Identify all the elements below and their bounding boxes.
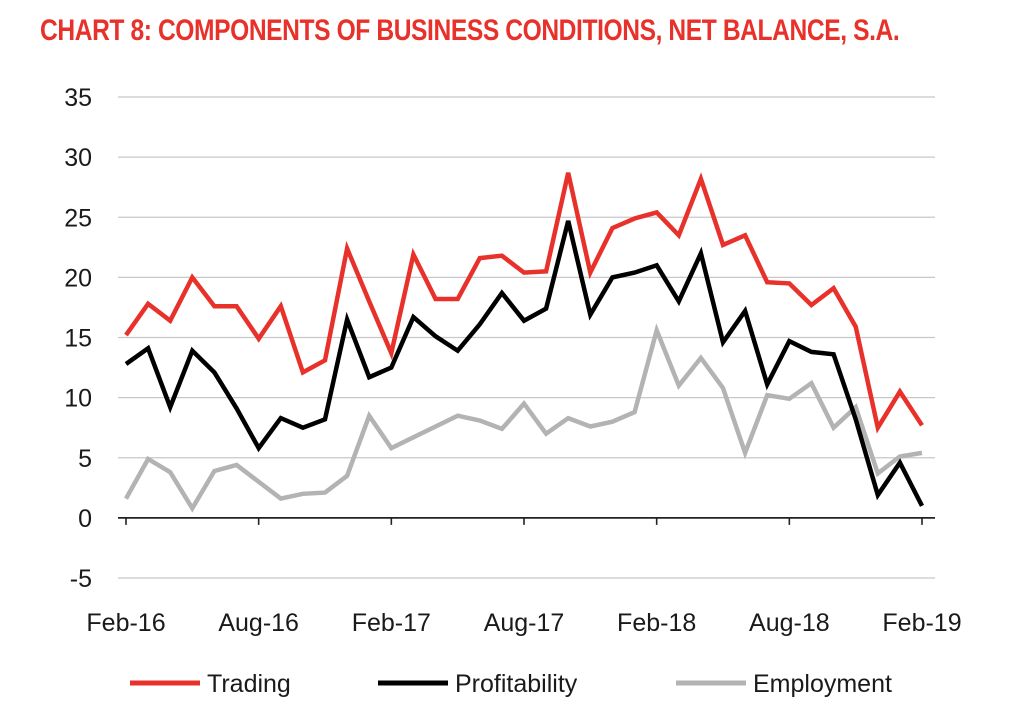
legend: Trading Profitability Employment (130, 670, 892, 698)
series-line-profitability (124, 220, 925, 507)
series-line-employment (124, 323, 923, 513)
x-tick-label: Feb-19 (882, 609, 961, 637)
series-lines (124, 172, 925, 513)
x-tick-labels: Feb-16 Aug-16 Feb-17 Aug-17 Feb-18 Aug-18 Feb-… (86, 609, 961, 637)
chart-title: CHART 8: COMPONENTS OF BUSINESS CONDITIO… (40, 14, 900, 47)
x-tick-label: Aug-18 (749, 609, 830, 637)
legend-label: Employment (753, 670, 892, 698)
y-tick-label: 30 (64, 144, 92, 172)
legend-item-trading: Trading (130, 670, 291, 698)
y-tick-label: -5 (70, 565, 92, 593)
y-tick-label: 10 (64, 385, 92, 413)
y-tick-label: 5 (78, 445, 92, 473)
x-tick-label: Feb-18 (617, 609, 696, 637)
x-tick-label: Aug-17 (484, 609, 565, 637)
y-tick-label: 20 (64, 264, 92, 292)
x-tick-label: Aug-16 (218, 609, 299, 637)
x-axis (118, 516, 935, 525)
legend-item-profitability: Profitability (378, 670, 578, 698)
legend-item-employment: Employment (676, 670, 892, 698)
x-tick-label: Feb-17 (352, 609, 431, 637)
y-tick-label: 35 (64, 84, 92, 112)
series-line-trading (124, 172, 924, 434)
y-tick-label: 0 (78, 505, 92, 533)
y-tick-label: 25 (64, 204, 92, 232)
grid-lines (118, 96, 935, 579)
x-tick-label: Feb-16 (86, 609, 165, 637)
y-tick-label: 15 (64, 325, 92, 353)
y-tick-labels: 35 30 25 20 15 10 5 0 -5 (64, 84, 92, 593)
legend-label: Profitability (455, 670, 578, 698)
legend-label: Trading (207, 670, 291, 698)
